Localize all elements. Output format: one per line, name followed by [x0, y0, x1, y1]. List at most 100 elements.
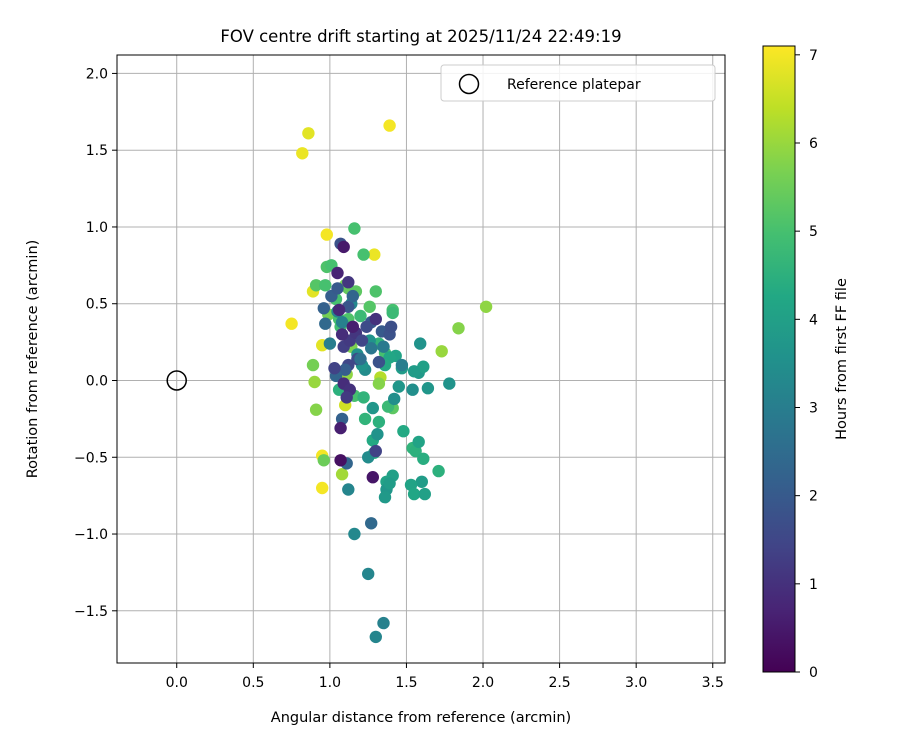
colorbar-tick-label: 5: [809, 224, 818, 240]
data-point: [435, 345, 448, 358]
data-point: [372, 355, 386, 369]
data-point: [371, 428, 384, 441]
data-point: [335, 468, 349, 481]
data-point: [358, 412, 372, 426]
data-point: [395, 358, 409, 372]
legend-box: [440, 64, 716, 102]
data-point: [348, 222, 361, 235]
data-point: [369, 285, 382, 298]
x-axis-label: Angular distance from reference (arcmin): [271, 710, 571, 726]
data-point: [340, 391, 353, 404]
data-point: [320, 228, 333, 241]
data-point: [354, 309, 367, 323]
data-point: [388, 392, 401, 406]
data-point: [319, 317, 332, 330]
data-point: [383, 477, 396, 490]
data-point: [417, 360, 430, 373]
data-point: [415, 475, 428, 488]
data-point: [479, 300, 493, 313]
legend: Reference platepar: [440, 64, 716, 102]
data-point: [369, 630, 382, 644]
data-point: [342, 276, 355, 289]
data-point: [406, 383, 419, 396]
data-point: [331, 282, 344, 295]
legend-marker: [458, 73, 480, 95]
data-point: [334, 421, 347, 435]
data-point: [342, 483, 355, 496]
y-tick-label: 0.5: [86, 297, 108, 313]
colorbar-tick-label: 7: [809, 48, 818, 64]
data-point: [369, 444, 382, 458]
data-point: [337, 240, 350, 254]
data-point: [363, 300, 376, 313]
data-point: [372, 377, 386, 390]
data-point: [335, 316, 349, 329]
data-point: [335, 412, 349, 426]
data-point: [418, 487, 431, 501]
x-tick-label: 3.0: [625, 675, 647, 691]
data-point: [296, 147, 309, 160]
data-point: [372, 415, 386, 429]
data-point: [334, 454, 347, 467]
data-point: [354, 352, 367, 366]
data-point: [377, 340, 390, 353]
data-point: [317, 454, 330, 467]
y-tick-label: 2.0: [86, 66, 108, 82]
data-point: [386, 306, 399, 320]
data-point: [348, 527, 361, 541]
data-point: [332, 303, 346, 317]
x-tick-label: 0.0: [166, 675, 188, 691]
data-point: [365, 517, 378, 530]
data-point: [392, 380, 405, 393]
y-tick-label: 1.5: [86, 143, 108, 159]
x-tick-label: 2.0: [472, 675, 494, 691]
data-point: [357, 248, 370, 261]
y-tick-label: −0.5: [74, 450, 108, 466]
chart-title: FOV centre drift starting at 2025/11/24 …: [220, 27, 621, 46]
data-point: [412, 435, 425, 449]
data-point: [357, 391, 370, 404]
data-point: [368, 248, 381, 261]
plot-frame: [116, 54, 726, 664]
data-point: [417, 452, 430, 465]
colorbar-tick-label: 0: [809, 665, 818, 681]
data-point: [346, 320, 359, 333]
data-points: [285, 119, 493, 644]
x-tick-label: 0.5: [242, 675, 264, 691]
data-point: [346, 289, 359, 303]
colorbar: 0 1 2 3 4 5 6 7 Hours from first FF file: [762, 45, 850, 681]
data-point: [366, 401, 379, 415]
data-point: [308, 375, 321, 389]
x-axis-ticks: 0.0 0.5 1.0 1.5 2.0 2.5 3.0 3.5: [166, 663, 724, 691]
data-point: [302, 127, 315, 140]
x-tick-label: 1.5: [395, 675, 417, 691]
data-point: [306, 358, 320, 372]
y-axis-label: Rotation from reference (arcmin): [25, 240, 41, 479]
data-point: [362, 567, 375, 581]
data-point: [407, 365, 421, 378]
data-point: [365, 342, 378, 355]
data-point: [335, 328, 349, 341]
data-point: [383, 119, 396, 132]
x-tick-label: 2.5: [548, 675, 570, 691]
y-axis-ticks: 2.0 1.5 1.0 0.5 0.0 −0.5 −1.0 −1.5: [74, 66, 117, 620]
y-tick-label: −1.5: [74, 604, 108, 620]
data-point: [366, 471, 379, 484]
data-point: [384, 320, 398, 333]
x-tick-label: 3.5: [702, 675, 724, 691]
data-point: [397, 425, 410, 438]
colorbar-ticks: 0 1 2 3 4 5 6 7: [795, 48, 818, 681]
data-point: [369, 312, 382, 326]
data-point: [443, 377, 456, 390]
data-point: [414, 337, 427, 350]
data-point: [452, 322, 465, 335]
colorbar-gradient: [762, 45, 796, 673]
data-point: [316, 481, 329, 495]
grid: [117, 55, 725, 663]
data-point: [317, 302, 330, 315]
y-tick-label: 0.0: [86, 373, 108, 389]
data-point: [421, 382, 435, 395]
data-point: [378, 491, 392, 504]
colorbar-label: Hours from first FF file: [834, 278, 850, 440]
